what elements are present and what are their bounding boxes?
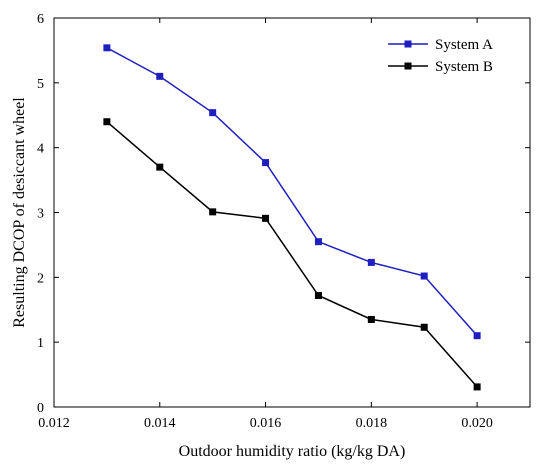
y-tick-label: 1 (37, 336, 44, 351)
x-tick-label: 0.018 (356, 416, 388, 431)
y-tick-label: 3 (37, 207, 44, 222)
data-point (209, 208, 217, 216)
data-point (156, 72, 164, 80)
series-b (103, 118, 481, 391)
series-line (106, 47, 478, 337)
data-point (314, 291, 322, 299)
legend-marker (404, 62, 412, 70)
y-axis: 0 1 2 3 4 5 6 (37, 12, 530, 416)
y-tick-label: 0 (37, 401, 44, 416)
plot-frame (53, 17, 531, 408)
x-tick-label: 0.020 (461, 416, 493, 431)
data-point (367, 258, 375, 266)
y-tick-label: 4 (37, 142, 44, 157)
y-tick-label: 2 (37, 271, 44, 286)
x-tick-label: 0.014 (144, 416, 176, 431)
legend-item: System A (388, 37, 493, 53)
x-tick-label: 0.012 (38, 416, 70, 431)
series-line (106, 121, 478, 388)
data-point (420, 272, 428, 280)
data-point (473, 383, 481, 391)
x-axis: 0.012 0.014 0.016 0.018 0.020 (38, 18, 493, 431)
axes: 0.012 0.014 0.016 0.018 0.020 0 1 2 3 4 5 6 (37, 12, 531, 431)
data-point (314, 238, 322, 246)
data-point (103, 44, 111, 52)
data-point (420, 323, 428, 331)
data-point (262, 159, 270, 167)
legend-label: System B (435, 59, 493, 75)
data-point (156, 163, 164, 171)
x-axis-title: Outdoor humidity ratio (kg/kg DA) (179, 443, 406, 460)
legend: System A System B (388, 37, 493, 75)
legend-marker (404, 40, 412, 48)
y-axis-title: Resulting DCOP of desiccant wheel (11, 97, 28, 328)
legend-item: System B (388, 59, 493, 75)
y-tick-label: 5 (37, 77, 44, 92)
data-point (209, 109, 217, 117)
data-point (473, 332, 481, 340)
data-point (262, 214, 270, 222)
legend-label: System A (435, 37, 493, 53)
data-point (103, 118, 111, 126)
y-tick-label: 6 (37, 12, 44, 27)
x-tick-label: 0.016 (250, 416, 282, 431)
data-point (367, 315, 375, 323)
series-a (103, 44, 481, 340)
series-layer (103, 44, 481, 391)
